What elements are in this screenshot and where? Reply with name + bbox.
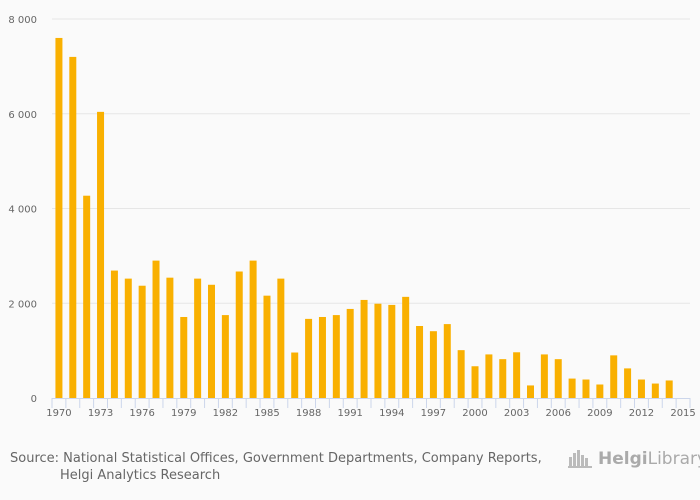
bar-1971 — [69, 56, 77, 399]
bar-1988 — [305, 318, 313, 398]
x-tick-label: 2006 — [546, 408, 571, 419]
helgi-library-logo: HelgiLibrary — [568, 449, 700, 469]
y-tick-label: 8 000 — [8, 15, 37, 26]
bar-1991 — [346, 308, 354, 398]
bar-2013 — [651, 383, 659, 398]
bar-1980 — [194, 278, 202, 398]
bar-1978 — [166, 277, 174, 398]
bar-1997 — [429, 331, 437, 398]
x-tick-label: 1970 — [46, 408, 71, 419]
y-tick-label: 6 000 — [8, 110, 37, 121]
bar-2008 — [582, 379, 590, 398]
source-note: Source: National Statistical Offices, Go… — [10, 450, 542, 484]
x-tick-label: 1985 — [254, 408, 279, 419]
bar-1973 — [97, 111, 105, 398]
bar-1987 — [291, 352, 299, 398]
bar-1981 — [208, 284, 215, 398]
bar-2014 — [665, 380, 673, 398]
bar-1990 — [332, 315, 340, 398]
bar-1974 — [110, 270, 118, 398]
x-tick-label: 1973 — [88, 408, 113, 419]
x-tick-label: 2012 — [629, 408, 654, 419]
bar-1983 — [235, 271, 243, 398]
x-axis-labels: 1970 1973 1976 1979 1982 1985 1988 1991 1994 1997… — [46, 408, 696, 419]
bar-1998 — [443, 324, 451, 398]
bar-1993 — [374, 303, 382, 398]
x-tick-label: 1979 — [171, 408, 196, 419]
bar-1995 — [402, 296, 410, 398]
bar-2001 — [485, 354, 493, 398]
bar-1984 — [249, 260, 257, 398]
bar-1976 — [138, 285, 146, 398]
x-tick-label: 1976 — [129, 408, 154, 419]
bar-1979 — [180, 316, 188, 398]
bar-1999 — [457, 350, 465, 398]
y-tick-label: 0 — [31, 394, 37, 405]
bar-2010 — [610, 355, 618, 398]
x-tick-label: 2009 — [587, 408, 612, 419]
logo-text: Library — [647, 449, 700, 469]
bar-2012 — [637, 379, 645, 398]
bar-1970 — [55, 37, 63, 398]
y-tick-label: 4 000 — [8, 205, 37, 216]
bar-2004 — [527, 385, 534, 398]
x-tick-label: 1997 — [421, 408, 446, 419]
bar-1986 — [277, 278, 285, 398]
bar-1975 — [124, 278, 132, 398]
x-axis — [51, 398, 691, 408]
bar-2005 — [540, 354, 548, 398]
source-line-2: Helgi Analytics Research — [60, 468, 221, 483]
x-tick-label: 1994 — [379, 408, 404, 419]
bar-2000 — [471, 366, 479, 398]
x-tick-label: 2003 — [504, 408, 529, 419]
bar-2007 — [568, 378, 576, 398]
gridlines — [52, 18, 690, 304]
x-tick-label: 2000 — [462, 408, 487, 419]
bar-1972 — [83, 195, 91, 398]
x-tick-label: 1982 — [213, 408, 238, 419]
bar-1985 — [263, 295, 271, 398]
x-tick-label: 1988 — [296, 408, 321, 419]
source-line-1: Source: National Statistical Offices, Go… — [10, 451, 542, 466]
bar-1992 — [360, 299, 368, 398]
bar-2003 — [513, 352, 521, 398]
bar-1996 — [416, 325, 424, 398]
x-tick-label: 1991 — [337, 408, 362, 419]
bar-1994 — [388, 304, 396, 398]
bar-2011 — [624, 368, 632, 398]
y-axis-labels: 0 2 000 4 000 6 000 8 000 — [8, 15, 37, 405]
bar-1982 — [221, 315, 229, 398]
bars — [55, 37, 673, 399]
x-tick-label: 2015 — [670, 408, 695, 419]
bar-1989 — [318, 316, 326, 398]
logo-text-bold: Helgi — [598, 449, 648, 469]
bar-2002 — [499, 359, 507, 398]
city-skyline-icon — [568, 450, 592, 468]
bar-2009 — [596, 384, 604, 398]
bar-1977 — [152, 260, 160, 398]
bar-2006 — [554, 359, 562, 398]
y-tick-label: 2 000 — [8, 299, 37, 310]
